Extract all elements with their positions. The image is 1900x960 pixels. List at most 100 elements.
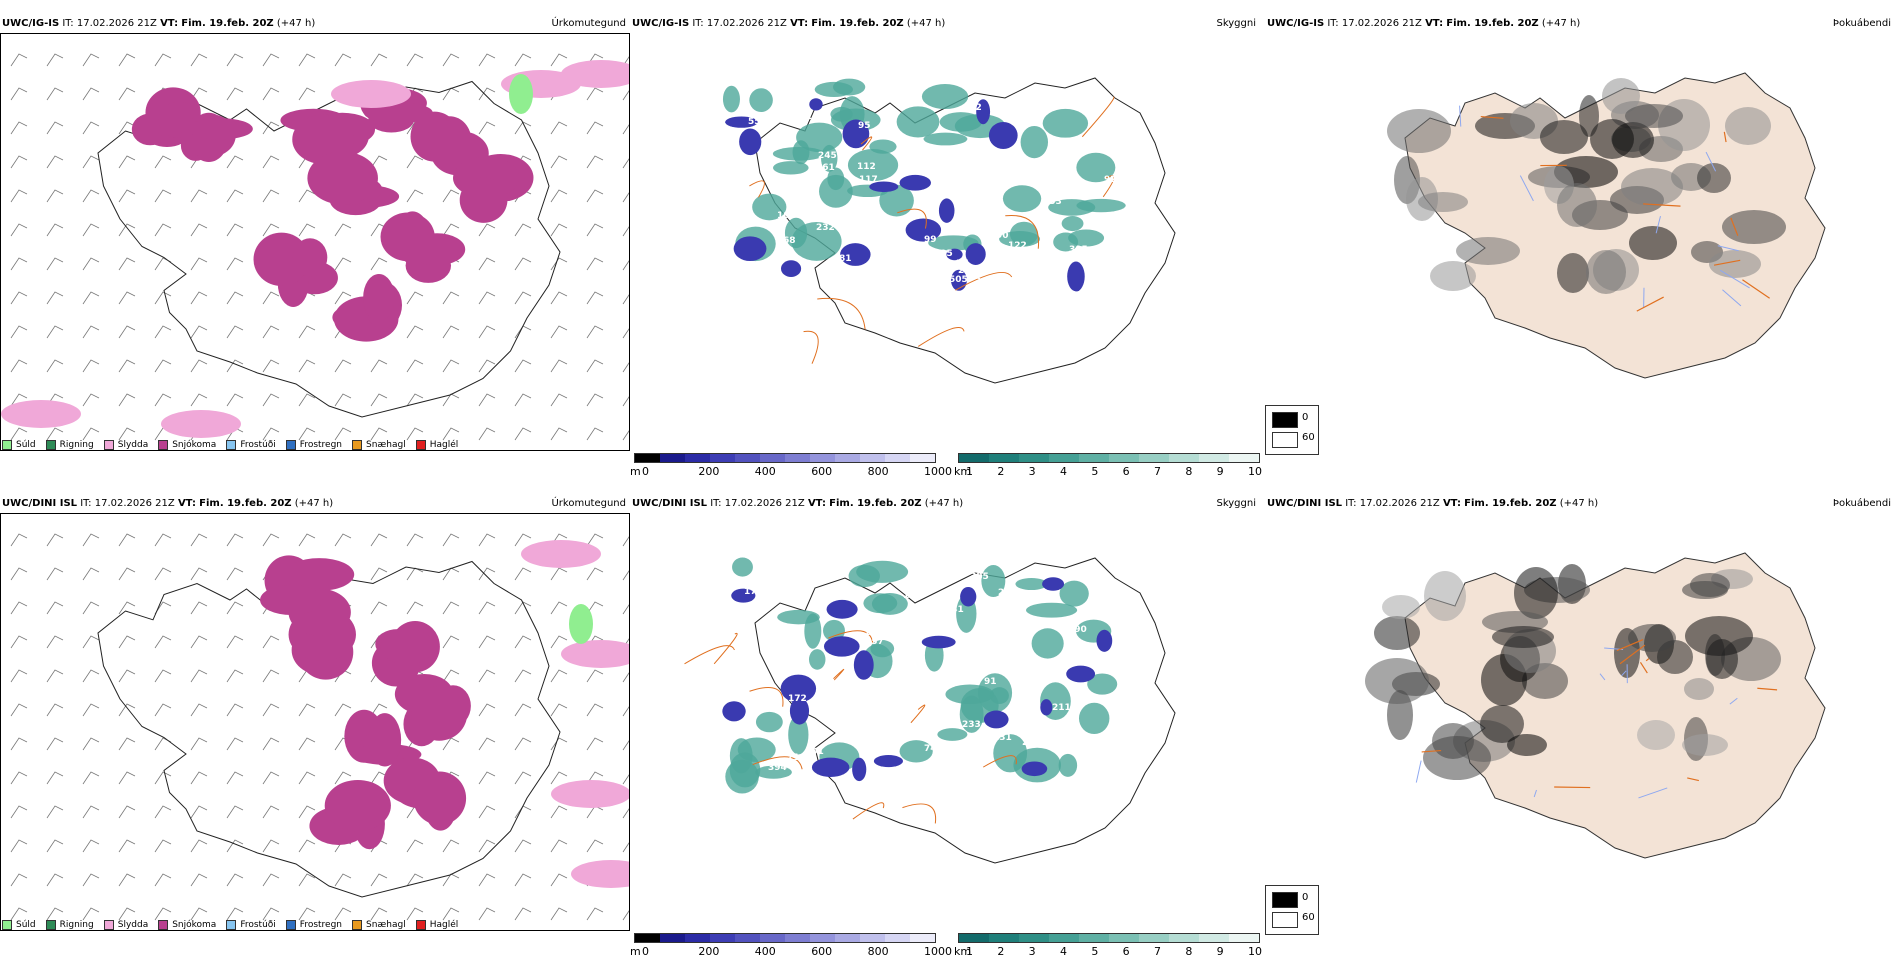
colorbar-cell xyxy=(1229,454,1259,462)
panel-dini-fog-index: UWC/DINI ISL IT: 17.02.2026 21Z VT: Fim.… xyxy=(1265,495,1895,960)
fog-swatch-0 xyxy=(1272,892,1298,908)
ceiling-label: 124 xyxy=(864,628,883,638)
legend-swatch xyxy=(286,440,296,450)
ceiling_bar-tick: 800 xyxy=(868,945,889,958)
legend-label: Rigning xyxy=(60,440,94,450)
fog-shade xyxy=(1722,210,1786,244)
init-time: 17.02.2026 21Z xyxy=(95,498,175,509)
ceiling-label: 76 xyxy=(998,597,1011,607)
model-name: UWC/DINI ISL xyxy=(1267,498,1342,509)
fog-shade xyxy=(1492,626,1554,648)
low-visibility-area xyxy=(1043,109,1088,138)
valid-time: Fim. 19.feb. 20Z xyxy=(811,18,903,29)
low-ceiling-area xyxy=(966,243,986,265)
low-visibility-area xyxy=(1062,216,1084,231)
snow-area xyxy=(260,585,323,615)
ceiling-label: 146 xyxy=(1022,114,1041,124)
colorbar-cell xyxy=(1229,934,1259,942)
low-ceiling-area xyxy=(939,198,955,222)
legend-swatch xyxy=(46,920,56,930)
panel-title: Þokuábendi xyxy=(1833,15,1891,33)
visibility_bar-colorbar xyxy=(958,933,1260,943)
ceiling-label: 158 xyxy=(944,162,963,172)
ceiling-label: 172 xyxy=(788,694,807,704)
ceiling-label: 213 xyxy=(1088,760,1107,770)
snow-area xyxy=(363,274,395,321)
panel-title: Úrkomutegund xyxy=(551,15,626,33)
snow-area xyxy=(325,780,391,831)
colorbar-cell xyxy=(1019,454,1049,462)
ceiling-label: 68 xyxy=(783,236,796,246)
low-visibility-area xyxy=(1003,185,1041,212)
ceiling_bar-tick: 0 xyxy=(642,465,649,478)
low-visibility-area xyxy=(809,649,826,670)
ceiling-label: 241 xyxy=(1022,738,1041,748)
colorbar-cell xyxy=(860,454,885,462)
legend-swatch xyxy=(46,440,56,450)
vt-label: VT: xyxy=(808,498,826,509)
fog-shade xyxy=(1621,168,1683,206)
ceiling-label: 57 xyxy=(956,259,969,269)
low-ceiling-area xyxy=(922,636,956,649)
colorbar-cell xyxy=(835,934,860,942)
colorbar-cell xyxy=(685,934,710,942)
ceiling_bar-unit: m xyxy=(630,945,641,958)
ceiling-label: 134 xyxy=(1037,180,1056,190)
panel-ig-visibility: UWC/IG-IS IT: 17.02.2026 21Z VT: Fim. 19… xyxy=(630,15,1260,480)
legend-label: Frostúði xyxy=(240,920,275,930)
fog-shade xyxy=(1579,95,1599,137)
snow-area xyxy=(411,686,467,741)
low-visibility-area xyxy=(869,139,896,153)
legend-label: Súld xyxy=(16,920,36,930)
low-ceiling-area xyxy=(739,128,761,155)
legend-label: Haglél xyxy=(430,920,459,930)
legend-item: Súld xyxy=(2,920,36,930)
ceiling-label: 74 xyxy=(1016,704,1029,714)
legend-item: Snæhagl xyxy=(352,920,406,930)
visibility_bar-tick: 10 xyxy=(1248,945,1262,958)
ceiling_bar-tick: 800 xyxy=(868,465,889,478)
ceiling-label: 166 xyxy=(937,615,956,625)
ceiling_bar-tick: 600 xyxy=(811,945,832,958)
legend-label: Frostregn xyxy=(300,440,342,450)
ceiling_bar-tick: 200 xyxy=(698,945,719,958)
visibility_bar-tick: 8 xyxy=(1185,465,1192,478)
fog-legend-value: 60 xyxy=(1302,432,1315,443)
it-label: IT: xyxy=(80,498,91,509)
low-ceiling-area xyxy=(827,600,858,619)
colorbar-cell xyxy=(1109,454,1139,462)
legend-label: Haglél xyxy=(430,440,459,450)
low-ceiling-area xyxy=(734,236,767,261)
panel-title: Þokuábendi xyxy=(1833,495,1891,513)
low-visibility-area xyxy=(1021,126,1048,158)
colorbar-cell xyxy=(885,454,910,462)
legend-item: Slydda xyxy=(104,440,148,450)
ceiling-label: 505 xyxy=(949,275,968,285)
colorbar-cell xyxy=(835,454,860,462)
road xyxy=(804,331,819,363)
low-ceiling-area xyxy=(852,758,866,782)
ceiling-label: 361 xyxy=(1036,220,1055,230)
visibility_bar-tick: 10 xyxy=(1248,465,1262,478)
colorbar-cell xyxy=(910,934,935,942)
fog-shade xyxy=(1424,571,1466,621)
ceiling_bar-colorbar xyxy=(634,453,936,463)
ceiling-label: 92 xyxy=(1104,175,1117,185)
colorbar-cell xyxy=(785,934,810,942)
visibility_bar-tick: 1 xyxy=(966,465,973,478)
ceiling_bar-tick: 200 xyxy=(698,465,719,478)
init-time: 17.02.2026 21Z xyxy=(1342,18,1422,29)
legend-item: Slydda xyxy=(104,920,148,930)
fog-shade xyxy=(1382,595,1420,619)
low-visibility-area xyxy=(922,84,968,109)
ceiling-label: 101 xyxy=(805,747,824,757)
panel-header: UWC/IG-IS IT: 17.02.2026 21Z VT: Fim. 19… xyxy=(1267,15,1891,33)
visibility_bar-tick: 4 xyxy=(1060,945,1067,958)
sleet-area xyxy=(521,540,601,568)
panel-header: UWC/DINI ISL IT: 17.02.2026 21Z VT: Fim.… xyxy=(632,495,1256,513)
legend-swatch xyxy=(286,920,296,930)
vt-label: VT: xyxy=(790,18,808,29)
colorbar-cell xyxy=(785,454,810,462)
